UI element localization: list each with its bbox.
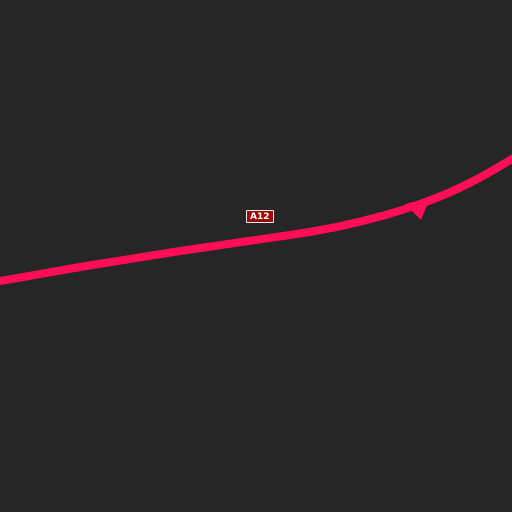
direction-arrow-icon	[405, 198, 430, 220]
road-ref-label: A12	[246, 210, 274, 223]
